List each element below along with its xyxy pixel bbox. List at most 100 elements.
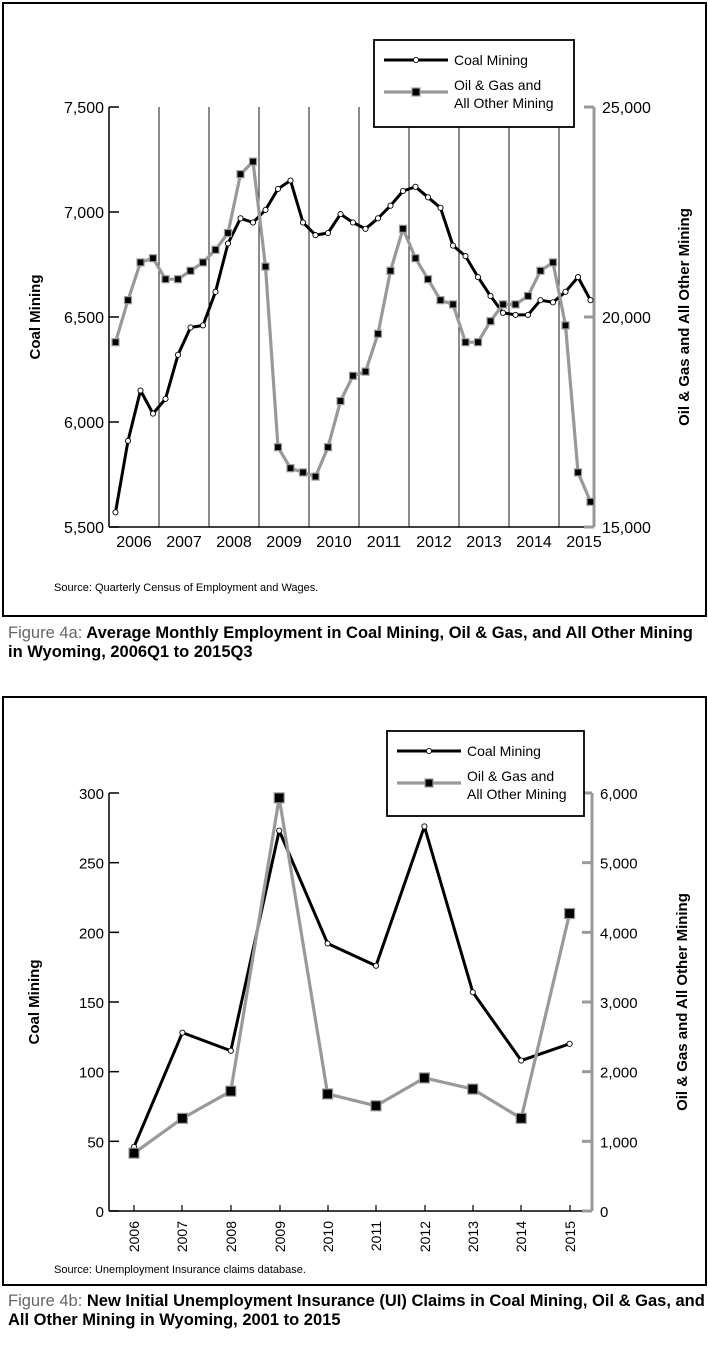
coal-mining-point: [337, 211, 344, 218]
oil-gas-mining-point: [186, 266, 195, 275]
coal-mining-point: [137, 387, 144, 394]
left-tick-label: 6,000: [64, 415, 104, 432]
coal-mining-point: [587, 297, 594, 304]
coal-mining-point: [237, 215, 244, 222]
legend-box: [386, 730, 585, 817]
oil-gas-mining-point: [498, 300, 508, 309]
oil-gas-mining-point: [486, 317, 495, 326]
left-tick-label: 200: [79, 925, 104, 942]
oil-gas-mining-point: [198, 258, 208, 267]
left-tick-label: 250: [79, 856, 104, 873]
coal-mining-point: [312, 232, 319, 239]
x-tick-label: 2011: [368, 1221, 384, 1251]
oil-gas-mining-point: [298, 468, 308, 477]
oil-gas-mining-point: [311, 472, 320, 481]
coal-mining-point: [412, 183, 419, 190]
oil-gas-mining-point: [467, 1083, 479, 1095]
x-tick-label: 2012: [416, 534, 452, 551]
coal-mining-point: [179, 1029, 186, 1036]
right-tick-label: 25,000: [602, 100, 651, 117]
x-tick-label: 2011: [367, 534, 402, 551]
legend-oil-marker: [424, 778, 434, 788]
legend-oil-label: Oil & Gas and All Other Mining: [454, 77, 554, 111]
oil-gas-mining-point: [123, 296, 133, 305]
oil-gas-mining-point: [473, 338, 483, 347]
legend-coal-label: Coal Mining: [467, 743, 541, 759]
coal-mining-point: [374, 215, 382, 222]
oil-gas-mining-point: [536, 266, 545, 275]
right-axis-title: Oil & Gas and All Other Mining: [676, 208, 693, 426]
x-tick-label: 2008: [223, 1221, 239, 1252]
x-tick-label: 2007: [174, 1221, 190, 1252]
oil-gas-mining-point: [322, 1088, 334, 1100]
x-tick-label: 2006: [116, 534, 152, 551]
coal-mining-point: [199, 322, 207, 329]
oil-gas-mining-point: [448, 300, 458, 309]
x-tick-label: 2012: [417, 1221, 433, 1252]
oil-gas-mining-point: [418, 1072, 430, 1084]
right-tick-label: 1,000: [600, 1134, 638, 1151]
oil-gas-mining-point: [173, 275, 183, 284]
oil-gas-mining-point: [423, 275, 433, 284]
left-axis-title: Coal Mining: [26, 960, 43, 1045]
coal-mining-point: [287, 177, 294, 184]
x-tick-label: 2006: [126, 1221, 142, 1252]
coal-mining-point: [162, 395, 169, 402]
coal-mining-point: [262, 206, 269, 213]
x-tick-label: 2008: [216, 534, 252, 551]
caption-4b-prefix: Figure 4b:: [8, 1292, 83, 1310]
coal-mining-point: [124, 437, 132, 444]
x-tick-label: 2007: [166, 534, 202, 551]
x-tick-label: 2010: [316, 534, 352, 551]
oil-gas-mining-point: [286, 464, 295, 473]
left-axis-title: Coal Mining: [27, 275, 44, 360]
right-tick-label: 0: [600, 1204, 608, 1221]
x-tick-label: 2014: [516, 534, 552, 551]
oil-gas-mining-point: [273, 443, 283, 452]
coal-mining-point: [474, 274, 482, 281]
oil-gas-mining-point: [248, 157, 258, 166]
oil-gas-mining-point: [361, 367, 370, 376]
coal-mining-point: [524, 311, 532, 318]
coal-mining-point: [362, 225, 369, 232]
coal-mining-point: [512, 311, 519, 318]
coal-mining-point: [149, 410, 157, 417]
coal-mining-point: [469, 989, 476, 996]
right-tick-label: 15,000: [602, 520, 651, 537]
right-tick-label: 2,000: [600, 1065, 638, 1082]
oil-gas-mining-point: [586, 497, 595, 506]
oil-gas-mining-point: [148, 254, 158, 263]
legend-coal-label: Coal Mining: [454, 52, 528, 68]
source-note-a: Source: Quarterly Census of Employment a…: [54, 582, 319, 594]
coal-mining-point: [549, 299, 557, 306]
coal-mining-point: [174, 351, 182, 358]
coal-mining-point: [212, 288, 219, 295]
coal-mining-line: [114, 179, 592, 513]
oil-gas-mining-point: [211, 245, 220, 254]
caption-4a-title: Average Monthly Employment in Coal Minin…: [8, 624, 693, 661]
coal-mining-point: [372, 962, 380, 969]
figure-4b-panel: 0 50 100 150 200 250 300 0 1,000 2,000 3,000 4,000 5…: [2, 696, 707, 1286]
oil-gas-mining-point: [236, 170, 245, 179]
oil-gas-mining-point: [373, 329, 383, 338]
oil-gas-mining-point: [161, 275, 170, 284]
coal-mining-point: [537, 297, 544, 304]
left-tick-label: 300: [79, 786, 104, 803]
oil-gas-mining-point: [436, 296, 445, 305]
oil-gas-mining-line: [113, 160, 592, 503]
right-tick-label: 6,000: [600, 786, 638, 803]
coal-mining-point: [187, 324, 194, 331]
coal-mining-point: [518, 1057, 525, 1064]
x-tick-label: 2009: [266, 534, 302, 551]
oil-gas-mining-point: [561, 321, 570, 330]
oil-gas-mining-point: [461, 338, 470, 347]
coal-mining-point: [437, 204, 444, 211]
legend-oil-label: Oil & Gas and All Other Mining: [467, 768, 567, 802]
coal-mining-point: [387, 202, 394, 209]
coal-mining-point: [499, 309, 507, 316]
coal-mining-point: [324, 940, 331, 947]
coal-mining-point: [276, 827, 283, 834]
source-note-b: Source: Unemployment Insurance claims da…: [54, 1264, 306, 1276]
coal-mining-point: [574, 274, 582, 281]
coal-mining-point: [449, 242, 457, 249]
